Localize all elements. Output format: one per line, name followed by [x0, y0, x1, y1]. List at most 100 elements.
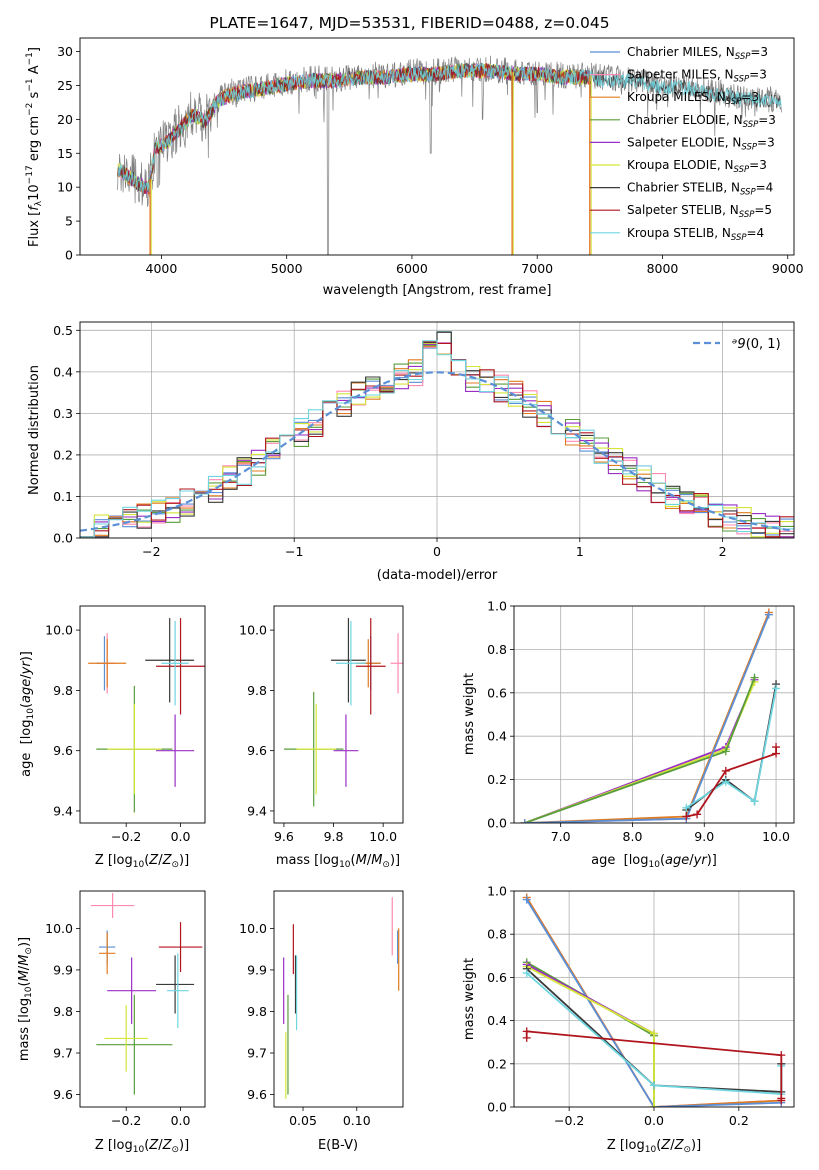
- series-marker-kroupa_elodie: [650, 1029, 658, 1038]
- errorbar-kroupa_miles: [99, 932, 116, 975]
- series-marker-salpeter_stelib: [693, 810, 702, 819]
- gaussian-reference-curve: [80, 371, 794, 532]
- errorbar-salpeter_stelib: [158, 922, 203, 972]
- axes-weight_vs_age: 7.0 8.0 9.0 10.0 0.0 0.2 0.4 0.6 0.8 1.0 age [log1…: [462, 599, 790, 871]
- axes-mass_vs_Z: −0.2 0.0 9.6 9.7 9.8 9.9 10.0 Z [log10(Z/Z⊙)] ma…: [17, 921, 191, 1155]
- y-tick-label: 0.4: [487, 1013, 507, 1028]
- x-tick-label: 0.05: [289, 1113, 317, 1128]
- plot-area-residuals: [80, 322, 794, 538]
- y-tick-label: 1.0: [487, 599, 507, 614]
- y-tick-label: 10.0: [45, 921, 73, 936]
- series-marker-chabrier_elodie: [721, 747, 730, 756]
- x-tick-label: 0.0: [644, 1113, 664, 1128]
- series-salpeter_stelib: [522, 1027, 786, 1105]
- axes-weight_vs_Z: −0.2 0.0 0.2 0.0 0.2 0.4 0.6 0.8 1.0 Z [log10(Z/Z…: [462, 884, 749, 1156]
- panel-spectrum: 4000 5000 6000 7000 8000 9000 0 5 10 15 20 25 30 wave…: [25, 14, 804, 298]
- y-tick-label: 9.6: [247, 743, 267, 758]
- x-axis-label: mass [log10(M/M⊙)]: [276, 853, 400, 870]
- axes-residuals: −2 −1 0 1 2 0.0 0.1 0.2 0.3 0.4 0.5 (data-model)/er…: [27, 323, 727, 583]
- y-tick-label: 9.9: [247, 962, 267, 977]
- series-line-chabrier_elodie: [524, 677, 756, 823]
- y-tick-label: 10.0: [239, 623, 267, 638]
- legend-label-chabrier_miles: Chabrier MILES, NSSP=3: [627, 45, 768, 62]
- y-tick-label: 9.8: [53, 1004, 73, 1019]
- legend-label-kroupa_miles: Kroupa MILES, NSSP=3: [627, 90, 759, 107]
- x-axis-label: age [log10(age/yr)]: [591, 853, 717, 870]
- panel-age_vs_Z: −0.2 0.0 9.4 9.6 9.8 10.0 Z [log10(Z/Z⊙)] age […: [19, 605, 206, 870]
- plot-area-weight_vs_age: [514, 606, 794, 823]
- y-tick-label: 9.9: [53, 962, 73, 977]
- x-tick-label: 9.6: [274, 829, 294, 844]
- x-axis-label: (data-model)/error: [377, 568, 498, 583]
- x-axis-label: Z [log10(Z/Z⊙)]: [95, 853, 189, 870]
- errorbar-kroupa_miles: [88, 639, 127, 688]
- y-tick-label: 9.7: [247, 1046, 267, 1061]
- y-axis-label: mass weight: [462, 673, 477, 755]
- y-tick-label: 9.8: [247, 1004, 267, 1019]
- errorbar-chabrier_elodie: [96, 994, 173, 1095]
- errorbar-salpeter_miles: [390, 633, 403, 694]
- panel-mass_vs_Z: −0.2 0.0 9.6 9.7 9.8 9.9 10.0 Z [log10(Z/Z⊙)] ma…: [17, 890, 206, 1155]
- series-salpeter_stelib: [682, 743, 781, 821]
- histogram-legend: ᵊ9(0, 1): [693, 337, 781, 352]
- y-tick-label: 0.1: [53, 489, 73, 504]
- x-tick-label: 10.0: [762, 829, 790, 844]
- series-line-chabrier_stelib: [685, 683, 777, 811]
- errorbar-salpeter_elodie: [107, 957, 157, 1024]
- x-axis-label: Z [log10(Z/Z⊙)]: [607, 1138, 701, 1155]
- y-tick-label: 0.2: [487, 772, 507, 787]
- series-marker-chabrier_miles: [764, 610, 773, 619]
- panel-weight_vs_age: 7.0 8.0 9.0 10.0 0.0 0.2 0.4 0.6 0.8 1.0 age [log1…: [462, 599, 795, 871]
- x-tick-label: 0.0: [171, 829, 191, 844]
- y-tick-label: 0.4: [487, 729, 507, 744]
- y-tick-label: 0.8: [487, 642, 507, 657]
- y-tick-label: 9.8: [53, 683, 73, 698]
- axes-age_vs_Z: −0.2 0.0 9.4 9.6 9.8 10.0 Z [log10(Z/Z⊙)] age […: [19, 623, 191, 870]
- errorbar-kroupa_elodie: [296, 703, 337, 795]
- y-tick-label: 10: [57, 180, 73, 195]
- y-tick-label: 9.6: [53, 1087, 73, 1102]
- y-tick-label: 0.0: [487, 816, 507, 831]
- panel-weight_vs_Z: −0.2 0.0 0.2 0.0 0.2 0.4 0.6 0.8 1.0 Z [log10(Z/Z…: [462, 884, 795, 1156]
- x-tick-label: −0.2: [111, 829, 141, 844]
- series-marker-kroupa_stelib: [772, 684, 781, 693]
- x-tick-label: −0.2: [111, 1113, 141, 1128]
- x-tick-label: 0: [433, 544, 441, 559]
- legend-label-chabrier_stelib: Chabrier STELIB, NSSP=4: [627, 181, 773, 198]
- x-tick-label: 0.0: [171, 1113, 191, 1128]
- x-axis-label: E(B-V): [318, 1138, 358, 1153]
- x-tick-label: 1: [576, 544, 584, 559]
- series-marker-kroupa_stelib: [650, 1081, 658, 1090]
- model-spectrum-kroupa_stelib: [117, 62, 782, 194]
- legend-label-salpeter_elodie: Salpeter ELODIE, NSSP=3: [627, 135, 775, 152]
- y-tick-label: 25: [57, 78, 73, 93]
- x-tick-label: 0.2: [729, 1113, 749, 1128]
- errorbar-chabrier_stelib: [156, 955, 195, 1014]
- x-tick-label: 10.0: [369, 829, 397, 844]
- y-tick-label: 0.8: [487, 927, 507, 942]
- axes-frame: [513, 890, 795, 1108]
- x-tick-label: 6000: [396, 261, 428, 276]
- y-tick-label: 10.0: [45, 623, 73, 638]
- x-axis-label: Z [log10(Z/Z⊙)]: [95, 1138, 189, 1155]
- x-tick-label: 9000: [772, 261, 804, 276]
- series-marker-kroupa_stelib: [522, 969, 531, 978]
- y-tick-label: 0.2: [487, 1056, 507, 1071]
- errorbar-salpeter_miles: [90, 893, 135, 918]
- errorbar-salpeter_stelib: [156, 618, 205, 715]
- series-marker-salpeter_stelib: [777, 1051, 786, 1060]
- series-line-kroupa_stelib: [685, 688, 777, 809]
- errorbar-salpeter_elodie: [333, 714, 359, 787]
- y-tick-label: 0.3: [53, 406, 73, 421]
- errorbar-kroupa_stelib: [161, 621, 189, 706]
- series-line-chabrier_miles: [525, 899, 782, 1107]
- y-axis-label: mass weight: [462, 958, 477, 1040]
- y-tick-label: 0.6: [487, 970, 507, 985]
- y-tick-label: 1.0: [487, 884, 507, 899]
- x-tick-label: −1: [285, 544, 303, 559]
- errorbar-kroupa_stelib: [336, 621, 366, 706]
- series-line-kroupa_miles: [524, 612, 770, 823]
- y-axis-label: Normed distribution: [27, 365, 42, 495]
- legend-label-chabrier_elodie: Chabrier ELODIE, NSSP=3: [627, 113, 776, 130]
- y-tick-label: 0.5: [53, 323, 73, 338]
